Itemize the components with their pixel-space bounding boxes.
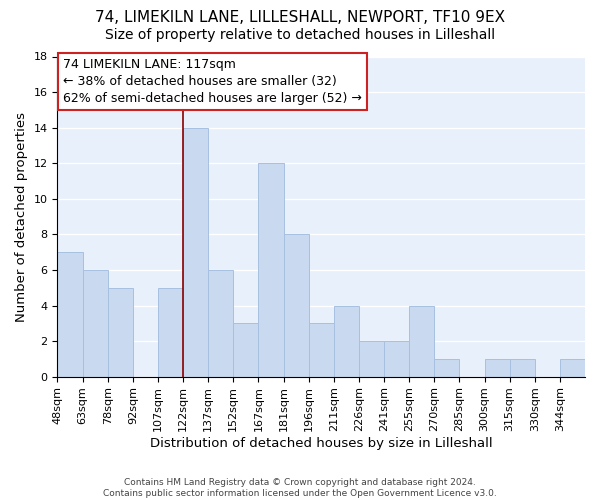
Text: Contains HM Land Registry data © Crown copyright and database right 2024.
Contai: Contains HM Land Registry data © Crown c… xyxy=(103,478,497,498)
Bar xyxy=(308,324,334,376)
X-axis label: Distribution of detached houses by size in Lilleshall: Distribution of detached houses by size … xyxy=(150,437,493,450)
Bar xyxy=(158,288,183,376)
Bar xyxy=(509,359,535,376)
Bar xyxy=(208,270,233,376)
Y-axis label: Number of detached properties: Number of detached properties xyxy=(15,112,28,322)
Bar xyxy=(409,306,434,376)
Bar xyxy=(485,359,509,376)
Text: 74, LIMEKILN LANE, LILLESHALL, NEWPORT, TF10 9EX: 74, LIMEKILN LANE, LILLESHALL, NEWPORT, … xyxy=(95,10,505,25)
Bar xyxy=(233,324,259,376)
Bar xyxy=(359,341,384,376)
Bar xyxy=(107,288,133,376)
Bar xyxy=(560,359,585,376)
Bar xyxy=(434,359,460,376)
Bar xyxy=(259,163,284,376)
Bar xyxy=(183,128,208,376)
Bar xyxy=(334,306,359,376)
Bar xyxy=(83,270,107,376)
Text: 74 LIMEKILN LANE: 117sqm
← 38% of detached houses are smaller (32)
62% of semi-d: 74 LIMEKILN LANE: 117sqm ← 38% of detach… xyxy=(62,58,362,105)
Bar xyxy=(58,252,83,376)
Bar xyxy=(384,341,409,376)
Bar xyxy=(284,234,308,376)
Text: Size of property relative to detached houses in Lilleshall: Size of property relative to detached ho… xyxy=(105,28,495,42)
